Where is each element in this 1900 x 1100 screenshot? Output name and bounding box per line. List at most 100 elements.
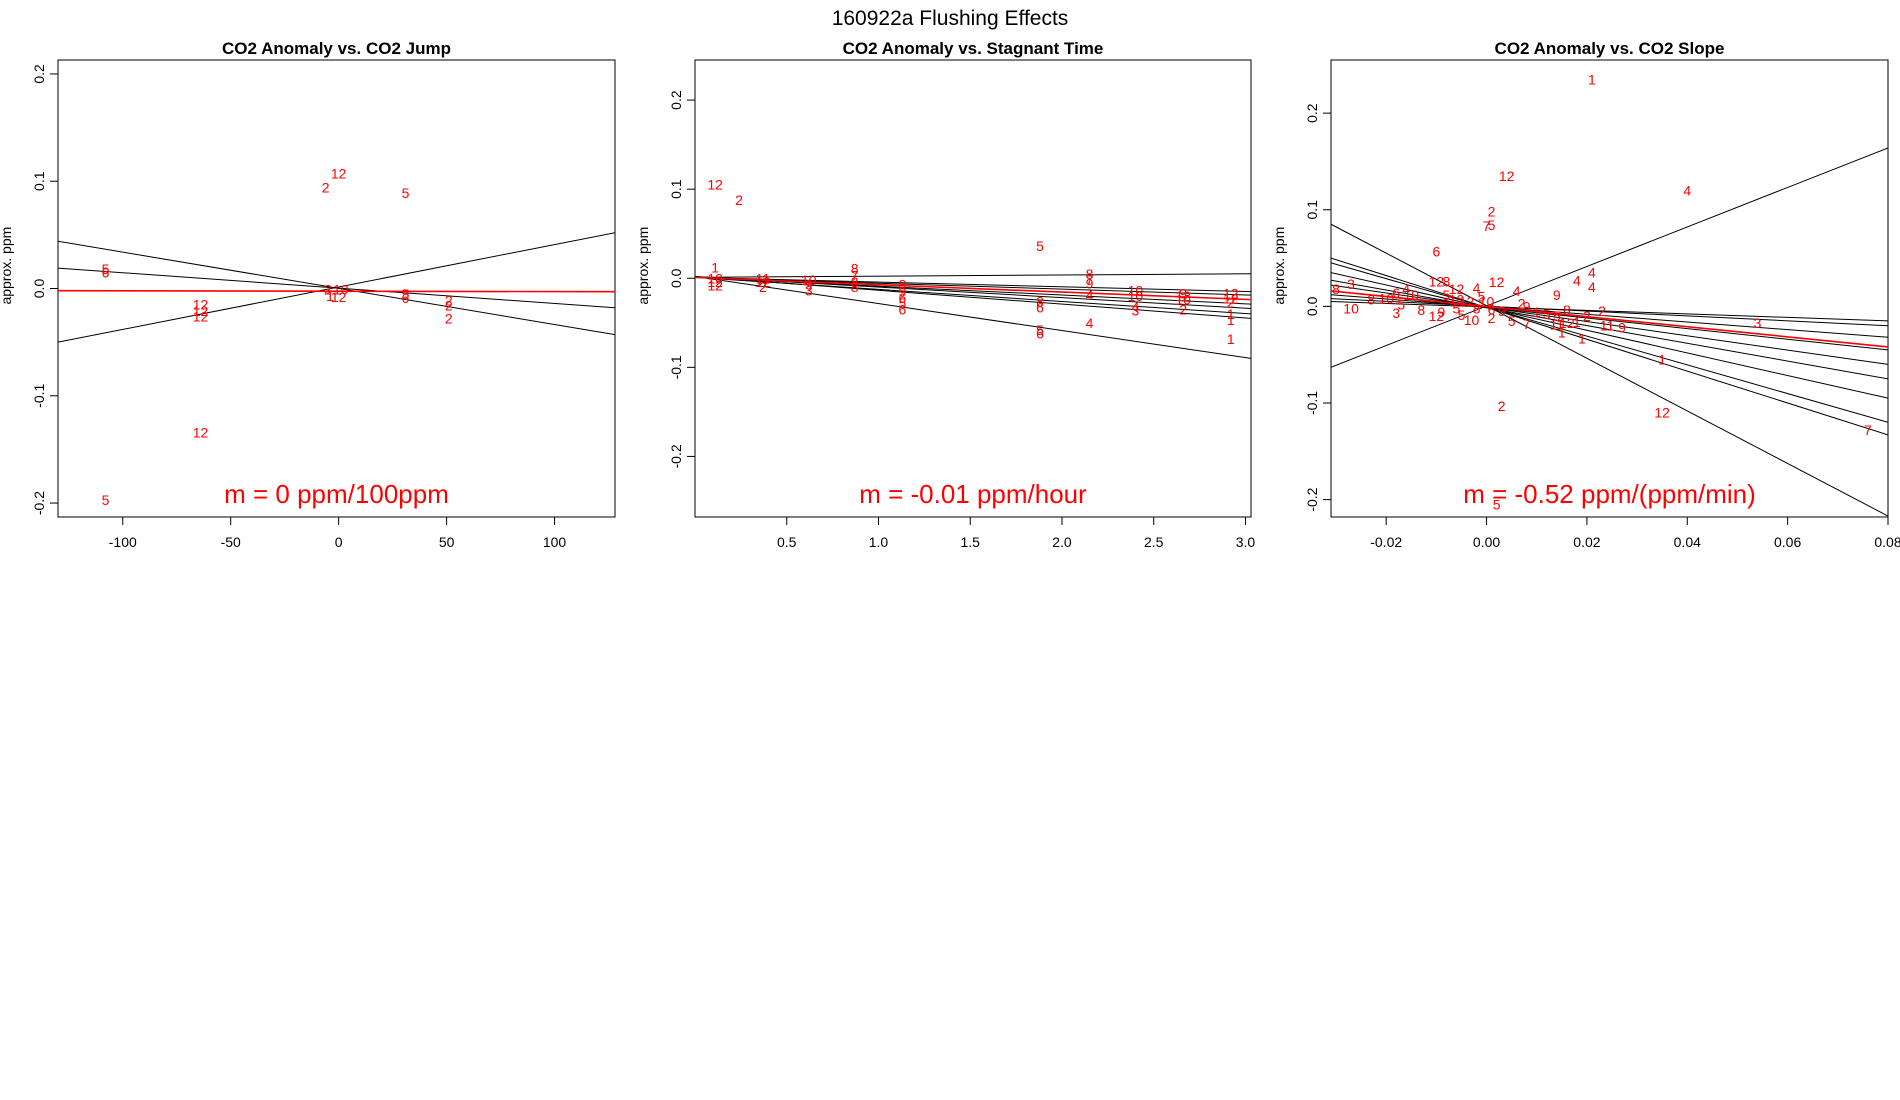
regression-line <box>695 273 1251 278</box>
data-point-label: 8 <box>851 279 859 295</box>
data-point-label: 12 <box>1449 281 1465 297</box>
data-point-label: 12 <box>331 166 347 182</box>
x-tick-label: 0.04 <box>1674 534 1701 550</box>
data-point-label: 9 <box>1086 276 1094 292</box>
plot-frame <box>1330 59 1889 518</box>
data-point-label: 1 <box>326 288 334 304</box>
data-point-label: 2 <box>1598 303 1606 319</box>
data-point-label: 5 <box>898 295 906 311</box>
data-point-label: 9 <box>898 284 906 300</box>
data-point-label: 2 <box>759 279 767 295</box>
data-point-label: 1 <box>1588 71 1596 87</box>
slope-annotation: m = -0.01 ppm/hour <box>859 479 1087 509</box>
y-tick-label: 0.2 <box>668 90 684 110</box>
x-tick-label: 3.0 <box>1236 534 1256 550</box>
x-tick-label: 0.00 <box>1473 534 1500 550</box>
y-tick-label: 0.1 <box>668 179 684 199</box>
data-point-label: 9 <box>805 276 813 292</box>
y-tick-label: -0.1 <box>31 384 47 408</box>
data-point-label: 10 <box>1128 283 1144 299</box>
data-point-label: 4 <box>1588 265 1596 281</box>
y-tick-label: 0.2 <box>31 64 47 84</box>
data-point-label: 12 <box>707 274 723 290</box>
plot-frame <box>694 59 1252 518</box>
data-point-label: 12 <box>1459 294 1475 310</box>
y-tick-label: -0.1 <box>668 355 684 379</box>
data-point-label: 8 <box>1367 292 1375 308</box>
data-point-label: 3 <box>1392 305 1400 321</box>
data-point-label: 8 <box>898 276 906 292</box>
data-point-label: 12 <box>1559 315 1575 331</box>
data-point-label: 10 <box>1175 292 1191 308</box>
data-point-label: 12 <box>193 297 209 313</box>
data-point-label: 5 <box>402 286 410 302</box>
x-tick-label: 100 <box>543 534 567 550</box>
data-point-label: 8 <box>851 260 859 276</box>
data-point-label: 3 <box>1131 302 1139 318</box>
data-point-label: 12 <box>1223 291 1239 307</box>
data-point-label: 9 <box>1553 287 1561 303</box>
data-point-label: 11 <box>756 270 771 286</box>
data-point-label: 2 <box>445 298 453 314</box>
x-tick-label: -100 <box>109 534 137 550</box>
data-point-label: 2 <box>1583 308 1591 324</box>
data-point-label: 5 <box>1493 496 1501 512</box>
data-point-label: 4 <box>1573 272 1581 288</box>
data-point-label: 6 <box>898 290 906 306</box>
data-point-label: 2 <box>1518 295 1526 311</box>
x-tick-label: 0.02 <box>1573 534 1600 550</box>
data-point-label: 7 <box>1864 422 1872 438</box>
regression-line <box>1331 284 1888 365</box>
data-point-label: 1 <box>1227 312 1235 328</box>
data-point-label: 12 <box>193 424 209 440</box>
y-axis-label: approx. ppm <box>635 227 651 305</box>
data-point-label: 10 <box>333 282 349 298</box>
regression-line <box>695 275 1251 319</box>
y-tick-label: -0.2 <box>31 491 47 515</box>
data-point-label: 1 <box>1573 314 1581 330</box>
data-point-label: 12 <box>707 177 723 193</box>
chart-panel-1: CO2 Anomaly vs. CO2 Jump approx. ppm -100 -… <box>0 39 616 550</box>
slope-annotation: m = -0.52 ppm/(ppm/min) <box>1463 479 1756 509</box>
data-point-label: 11 <box>1600 318 1615 334</box>
chart-title: CO2 Anomaly vs. CO2 Slope <box>1495 39 1725 58</box>
data-point-label: 12 <box>1175 288 1191 304</box>
x-tick-label: 0.06 <box>1774 534 1801 550</box>
data-point-label: 6 <box>402 290 410 306</box>
data-point-label: 12 <box>1654 405 1670 421</box>
data-point-label: 1 <box>1658 352 1666 368</box>
data-point-label: 8 <box>1086 266 1094 282</box>
data-point-label: 5 <box>1036 322 1044 338</box>
data-point-label: 1 <box>711 260 719 276</box>
data-point-label: 12 <box>193 303 209 319</box>
data-point-label: 4 <box>1588 279 1596 295</box>
x-tick-label: 2.5 <box>1144 534 1164 550</box>
regression-line <box>58 232 615 343</box>
data-point-label: 10 <box>1343 300 1359 316</box>
data-point-label: 5 <box>1458 307 1466 323</box>
data-point-label: 5 <box>1478 289 1486 305</box>
regression-line <box>1331 147 1888 368</box>
y-tick-label: 0.2 <box>1304 103 1320 123</box>
data-point-label: 5 <box>1553 308 1561 324</box>
regression-line <box>1331 298 1888 327</box>
y-tick-label: 0.0 <box>1304 296 1320 316</box>
data-point-label: 12 <box>1499 168 1515 184</box>
data-point-label: 4 <box>1086 287 1094 303</box>
data-point-label: 1 <box>1578 330 1586 346</box>
data-point-label: 12 <box>707 277 723 293</box>
data-point-label: 10 <box>1449 292 1465 308</box>
slope-annotation: m = 0 ppm/100ppm <box>224 479 449 509</box>
x-tick-label: 0.08 <box>1874 534 1900 550</box>
data-point-label: 4 <box>1086 315 1094 331</box>
data-point-label: 12 <box>1429 273 1445 289</box>
x-tick-label: 50 <box>439 534 455 550</box>
data-point-label: 2 <box>324 282 332 298</box>
data-point-label: 10 <box>1464 312 1480 328</box>
data-point-label: 2 <box>445 311 453 327</box>
x-tick-label: 0.5 <box>777 534 797 550</box>
y-tick-label: 0.0 <box>668 268 684 288</box>
data-point-label: 1 <box>1227 331 1235 347</box>
data-point-label: 6 <box>1036 300 1044 316</box>
